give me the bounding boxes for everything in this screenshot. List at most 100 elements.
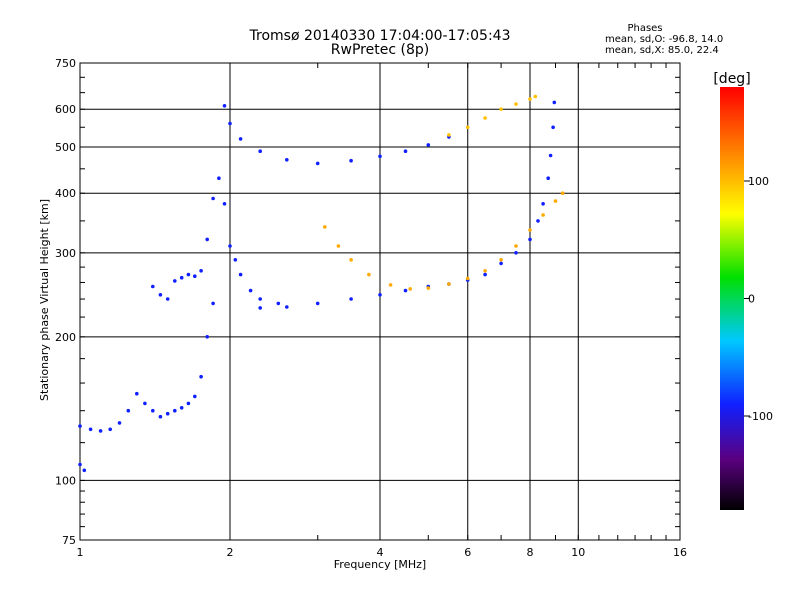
data-point [158, 414, 163, 419]
chart-title: Tromsø 20140330 17:04:00-17:05:43 [249, 28, 511, 44]
x-tick-label: 4 [377, 546, 384, 559]
data-point [553, 199, 558, 203]
data-point [528, 228, 532, 232]
colorbar [720, 87, 744, 510]
data-point [78, 424, 82, 428]
data-point [199, 374, 203, 379]
data-point [135, 391, 139, 396]
data-point [228, 121, 232, 126]
data-point [117, 421, 122, 425]
stats-line-o: mean, sd,O: -96.8, 14.0 [605, 34, 723, 45]
data-point [217, 176, 221, 180]
x-tick-label: 8 [527, 546, 534, 559]
colorbar-tick-label: -100 [748, 410, 773, 423]
data-point [193, 394, 197, 399]
data-point [258, 297, 263, 301]
data-point [179, 275, 184, 280]
y-tick-label: 500 [55, 141, 76, 154]
colorbar-tick-label: 0 [748, 293, 755, 306]
data-point [465, 276, 470, 281]
data-point [258, 306, 263, 310]
data-point [205, 335, 209, 339]
data-point [143, 401, 147, 406]
data-point [165, 411, 170, 416]
data-point [205, 237, 209, 242]
data-point [82, 468, 87, 473]
data-point [78, 462, 82, 467]
data-point [186, 272, 191, 277]
data-point [514, 244, 518, 248]
data-point [238, 137, 243, 141]
data-point [173, 279, 177, 283]
data-point [546, 176, 550, 180]
data-point [403, 149, 408, 153]
data-point [367, 272, 371, 277]
data-point [315, 161, 320, 166]
y-tick-label: 75 [62, 534, 76, 547]
data-point [349, 297, 353, 301]
x-axis-label: Frequency [MHz] [334, 558, 426, 571]
data-point [126, 408, 131, 413]
data-point [193, 274, 197, 279]
data-point [228, 244, 232, 248]
data-point [552, 100, 557, 105]
data-point [447, 282, 451, 286]
data-point [211, 301, 215, 306]
data-point [408, 287, 413, 291]
x-tick-label: 16 [673, 546, 687, 559]
data-point [378, 293, 382, 297]
y-tick-label: 300 [55, 247, 76, 260]
data-point [88, 427, 93, 432]
y-axis-label: Stationary phase Virtual Height [km] [38, 199, 51, 401]
data-point [528, 97, 532, 101]
data-point [403, 288, 408, 293]
data-point [238, 272, 243, 277]
x-tick-label: 1 [77, 546, 84, 559]
data-point [426, 286, 431, 290]
data-point [349, 258, 353, 262]
data-point [199, 269, 203, 273]
data-point [151, 408, 155, 413]
data-point [499, 258, 503, 262]
data-point [158, 293, 163, 297]
data-point [548, 153, 553, 158]
data-point [560, 191, 565, 195]
x-tick-labels: 1 2 4 6 8 10 16 [77, 546, 688, 559]
data-point [483, 269, 487, 273]
data-point [388, 283, 393, 287]
y-tick-label: 750 [55, 57, 76, 70]
data-point [483, 272, 487, 277]
colorbar-label: [deg] [713, 71, 750, 87]
data-point [315, 301, 320, 306]
data-point [426, 143, 431, 147]
data-point [499, 107, 503, 111]
data-point [285, 158, 289, 162]
data-point [541, 202, 545, 206]
data-point [499, 261, 503, 266]
data-point [165, 297, 170, 301]
data-point [98, 429, 103, 433]
data-point [233, 258, 238, 262]
data-point [285, 305, 289, 309]
colorbar-tick-label: 100 [748, 175, 769, 188]
data-points [78, 94, 565, 473]
chart-subtitle: RwPretec (8p) [331, 42, 429, 58]
y-tick-label: 400 [55, 187, 76, 200]
data-point [528, 237, 532, 242]
data-point [108, 427, 112, 432]
data-point [222, 202, 227, 206]
stats-line-x: mean, sd,X: 85.0, 22.4 [605, 45, 719, 56]
data-point [323, 225, 327, 229]
y-tick-label: 200 [55, 331, 76, 344]
grid-lines [80, 63, 680, 540]
data-point [173, 408, 177, 413]
data-point [258, 149, 263, 153]
data-point [514, 251, 518, 255]
data-point [151, 284, 155, 289]
y-tick-label: 100 [55, 474, 76, 487]
y-tick-label: 600 [55, 103, 76, 116]
data-point [551, 125, 555, 130]
data-point [465, 125, 470, 130]
data-point [378, 154, 382, 159]
